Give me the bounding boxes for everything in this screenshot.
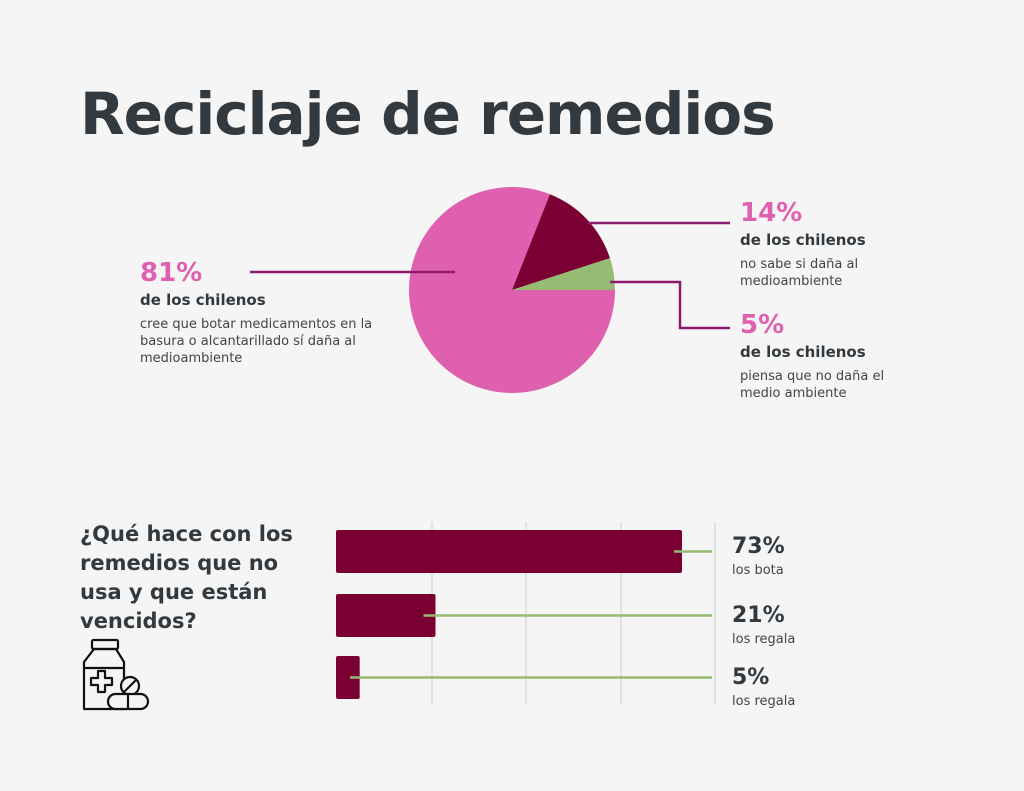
callout-81-subtitle: de los chilenos (140, 291, 266, 309)
bar-1 (336, 594, 436, 637)
bar-2-percent: 5% (732, 665, 770, 690)
medicine-bottle-pills-icon (82, 638, 150, 711)
pie-slice-5 (512, 258, 615, 290)
callout-5-description: piensa que no daña el medio ambiente (740, 369, 885, 401)
pie-chart (409, 186, 615, 393)
callout-14: 14% de los chilenos no sabe si daña al m… (740, 198, 890, 290)
callout-5-percent: 5% (740, 310, 785, 340)
callout-14-subtitle: de los chilenos (740, 231, 866, 249)
callout-5-subtitle: de los chilenos (740, 343, 866, 361)
bar-chart (336, 530, 712, 699)
pie-slice-14 (512, 194, 610, 290)
bar-0-label: los bota (732, 563, 784, 578)
callout-81-description: cree que botar medicamentos en la basura… (140, 317, 373, 366)
bar-1-label: los regala (732, 632, 796, 647)
callout-14-percent: 14% (740, 198, 803, 228)
pie-leader-lines (250, 221, 730, 330)
callout-14-description: no sabe si daña al medioambiente (740, 257, 859, 289)
bar-2 (336, 656, 360, 699)
page-title: Reciclaje de remedios (80, 80, 776, 148)
bar-1-percent: 21% (732, 603, 785, 628)
bar-0-percent: 73% (732, 534, 785, 559)
bar-0 (336, 530, 682, 573)
pie-slice-81 (409, 186, 615, 393)
bar-chart-question: ¿Qué hace con los remedios que no usa y … (80, 522, 293, 633)
bar-2-label: los regala (732, 694, 796, 709)
callout-81: 81% de los chilenos cree que botar medic… (140, 258, 380, 367)
callout-5: 5% de los chilenos piensa que no daña el… (740, 310, 900, 402)
leader-line-5 (610, 280, 730, 330)
callout-81-percent: 81% (140, 258, 203, 288)
